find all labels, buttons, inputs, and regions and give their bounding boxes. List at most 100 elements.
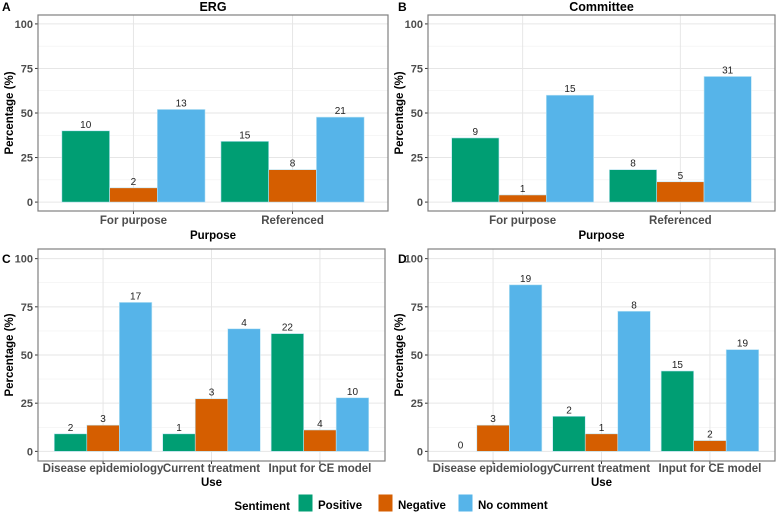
bar-negative xyxy=(109,187,158,203)
y-axis-label: Percentage (%) xyxy=(4,71,16,154)
x-tick-label: For purpose xyxy=(489,215,556,227)
bar-negative xyxy=(268,169,317,203)
bar-positive xyxy=(270,333,304,452)
bar-no-comment xyxy=(227,328,261,452)
bar-no-comment xyxy=(617,310,651,452)
legend-swatch-no-comment xyxy=(457,493,474,513)
bar-negative xyxy=(86,424,120,452)
bar-negative xyxy=(476,424,510,452)
panel-title: ERG xyxy=(199,0,226,14)
bar-negative xyxy=(693,440,727,452)
y-tick-label: 75 xyxy=(411,63,423,75)
data-label: 13 xyxy=(176,98,188,109)
data-label: 4 xyxy=(241,318,247,329)
x-tick-label: Current treatment xyxy=(553,463,650,475)
y-tick-label: 50 xyxy=(411,350,423,362)
y-tick-label: 75 xyxy=(21,302,33,314)
bar-no-comment xyxy=(157,109,206,203)
y-tick-label: 0 xyxy=(417,197,423,209)
y-tick-label: 100 xyxy=(405,19,423,31)
panel-letter: D xyxy=(398,252,407,266)
bar-positive xyxy=(609,169,658,203)
bar-no-comment xyxy=(335,397,370,452)
panel-border xyxy=(37,14,389,212)
bar-positive xyxy=(660,370,694,452)
panel-letter: B xyxy=(398,0,407,14)
data-label: 3 xyxy=(490,414,496,425)
data-label: 15 xyxy=(672,360,684,371)
x-axis-label: Purpose xyxy=(578,230,624,242)
panel-letter: C xyxy=(2,252,11,266)
legend-label: Negative xyxy=(398,500,446,512)
data-label: 9 xyxy=(473,127,479,138)
y-tick-label: 100 xyxy=(15,19,33,31)
bar-no-comment xyxy=(703,76,752,203)
y-tick-label: 50 xyxy=(21,350,33,362)
y-tick-label: 100 xyxy=(15,254,33,266)
x-axis-label: Use xyxy=(591,477,612,489)
data-label: 31 xyxy=(722,65,734,76)
data-label: 10 xyxy=(347,387,359,398)
data-label: 2 xyxy=(566,405,572,416)
data-label: 8 xyxy=(631,300,637,311)
bar-negative xyxy=(194,398,229,452)
data-label: 3 xyxy=(209,388,215,399)
data-label: 1 xyxy=(176,423,182,434)
x-axis-label: Use xyxy=(201,477,222,489)
panel-border xyxy=(427,248,776,462)
y-tick-label: 100 xyxy=(405,254,423,266)
x-tick-label: Input for CE model xyxy=(269,463,372,475)
bar-no-comment xyxy=(725,349,760,452)
legend-swatch-positive xyxy=(297,493,314,513)
bar-positive xyxy=(451,137,500,203)
legend-swatch-negative xyxy=(377,493,394,513)
x-tick-label: Referenced xyxy=(261,215,324,227)
x-tick-label: For purpose xyxy=(100,215,167,227)
y-axis-label: Percentage (%) xyxy=(4,313,16,396)
bar-positive xyxy=(220,141,269,203)
y-tick-label: 0 xyxy=(27,197,33,209)
data-label: 21 xyxy=(335,106,347,117)
panel-title: Committee xyxy=(569,0,634,14)
bar-no-comment xyxy=(316,116,365,203)
data-label: 3 xyxy=(100,414,106,425)
x-tick-label: Input for CE model xyxy=(659,463,762,475)
data-label: 10 xyxy=(80,120,92,131)
panel-border xyxy=(427,14,776,212)
y-tick-label: 50 xyxy=(21,108,33,120)
bar-positive xyxy=(162,433,196,452)
legend-label: No comment xyxy=(478,500,548,512)
x-tick-label: Disease epidemiology xyxy=(43,463,164,475)
data-label: 8 xyxy=(290,159,296,170)
bar-positive xyxy=(61,130,110,203)
data-label: 1 xyxy=(520,184,526,195)
y-tick-label: 25 xyxy=(21,398,33,410)
data-label: 15 xyxy=(564,84,576,95)
data-label: 8 xyxy=(630,159,636,170)
x-tick-label: Disease epidemiology xyxy=(433,463,554,475)
data-label: 17 xyxy=(130,291,142,302)
data-label: 0 xyxy=(458,440,464,451)
data-label: 1 xyxy=(599,423,605,434)
data-label: 4 xyxy=(317,419,323,430)
data-label: 2 xyxy=(131,177,137,188)
data-label: 2 xyxy=(707,430,713,441)
panel-letter: A xyxy=(2,0,11,14)
bar-no-comment xyxy=(545,94,594,203)
bar-no-comment xyxy=(509,284,543,452)
x-tick-label: Referenced xyxy=(649,215,712,227)
legend-label: Positive xyxy=(318,500,362,512)
data-label: 5 xyxy=(678,171,684,182)
data-label: 15 xyxy=(239,130,251,141)
bar-positive xyxy=(53,433,88,452)
bar-negative xyxy=(584,433,619,452)
y-axis-label: Percentage (%) xyxy=(394,313,406,396)
y-tick-label: 50 xyxy=(411,108,423,120)
panel-border xyxy=(37,248,386,462)
legend-title: Sentiment xyxy=(234,501,290,513)
data-label: 2 xyxy=(68,423,74,434)
x-axis-label: Purpose xyxy=(190,230,236,242)
y-axis-label: Percentage (%) xyxy=(394,71,406,154)
bar-negative xyxy=(498,194,547,203)
